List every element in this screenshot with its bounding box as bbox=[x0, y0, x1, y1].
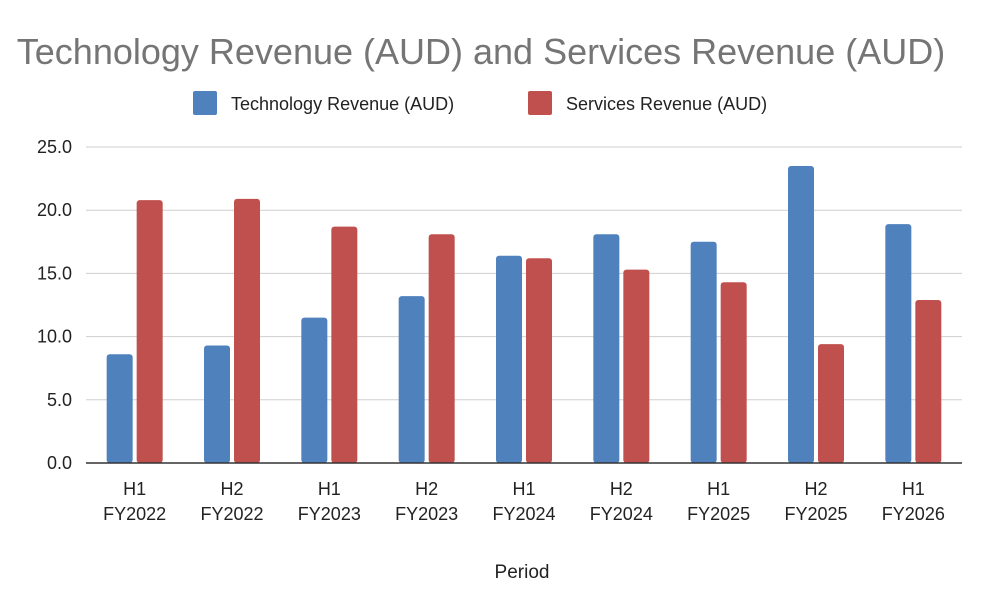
x-tick-label: H2 bbox=[610, 479, 633, 499]
technology-revenue-bar bbox=[301, 317, 328, 463]
legend: Technology Revenue (AUD) Services Revenue… bbox=[193, 91, 767, 115]
x-tick-label: H1 bbox=[902, 479, 925, 499]
services-revenue-bar bbox=[234, 198, 260, 463]
x-tick-label: FY2024 bbox=[590, 504, 653, 524]
services-revenue-bar bbox=[720, 282, 747, 463]
x-tick-label: H1 bbox=[707, 479, 730, 499]
x-tick-label: H1 bbox=[512, 479, 535, 499]
x-tick-label: FY2024 bbox=[492, 504, 555, 524]
technology-revenue-bar bbox=[690, 241, 717, 463]
services-revenue-bar bbox=[526, 258, 552, 463]
services-revenue-bar bbox=[818, 344, 844, 463]
x-axis-ticks: H1 FY2022 H2 FY2022 H1 FY2023 H2 FY2023 H1 FY2024… bbox=[103, 479, 945, 524]
y-tick-label: 25.0 bbox=[37, 137, 72, 157]
x-tick-label: FY2022 bbox=[103, 504, 166, 524]
x-axis-label: Period bbox=[495, 562, 550, 583]
legend-label: Technology Revenue (AUD) bbox=[231, 94, 454, 114]
y-tick-label: 5.0 bbox=[47, 390, 72, 410]
bars bbox=[106, 165, 942, 463]
technology-revenue-bar bbox=[788, 165, 814, 463]
technology-revenue-bar bbox=[106, 354, 133, 463]
technology-revenue-bar bbox=[496, 255, 522, 463]
x-tick-label: H1 bbox=[123, 479, 146, 499]
services-revenue-bar bbox=[136, 200, 163, 463]
services-revenue-bar bbox=[623, 269, 650, 463]
legend-swatch-technology bbox=[193, 91, 217, 115]
technology-revenue-bar bbox=[398, 296, 425, 463]
x-tick-label: H2 bbox=[220, 479, 243, 499]
legend-swatch-services bbox=[528, 91, 552, 115]
y-axis-ticks: 0.0 5.0 10.0 15.0 20.0 25.0 bbox=[37, 137, 72, 473]
x-tick-label: FY2025 bbox=[784, 504, 847, 524]
x-tick-label: FY2023 bbox=[395, 504, 458, 524]
technology-revenue-bar bbox=[885, 224, 912, 463]
y-tick-label: 10.0 bbox=[37, 327, 72, 347]
y-tick-label: 0.0 bbox=[47, 453, 72, 473]
x-tick-label: FY2022 bbox=[200, 504, 263, 524]
technology-revenue-bar bbox=[593, 234, 620, 463]
x-tick-label: H1 bbox=[318, 479, 341, 499]
x-tick-label: FY2026 bbox=[882, 504, 945, 524]
x-tick-label: H2 bbox=[804, 479, 827, 499]
x-tick-label: FY2023 bbox=[298, 504, 361, 524]
x-tick-label: FY2025 bbox=[687, 504, 750, 524]
x-tick-label: H2 bbox=[415, 479, 438, 499]
services-revenue-bar bbox=[331, 226, 358, 463]
technology-revenue-bar bbox=[204, 345, 230, 463]
gridlines bbox=[86, 146, 962, 401]
legend-label: Services Revenue (AUD) bbox=[566, 94, 767, 114]
services-revenue-bar bbox=[428, 234, 455, 463]
chart-title: Technology Revenue (AUD) and Services Re… bbox=[17, 31, 945, 72]
services-revenue-bar bbox=[915, 299, 942, 463]
y-tick-label: 20.0 bbox=[37, 200, 72, 220]
y-tick-label: 15.0 bbox=[37, 263, 72, 283]
